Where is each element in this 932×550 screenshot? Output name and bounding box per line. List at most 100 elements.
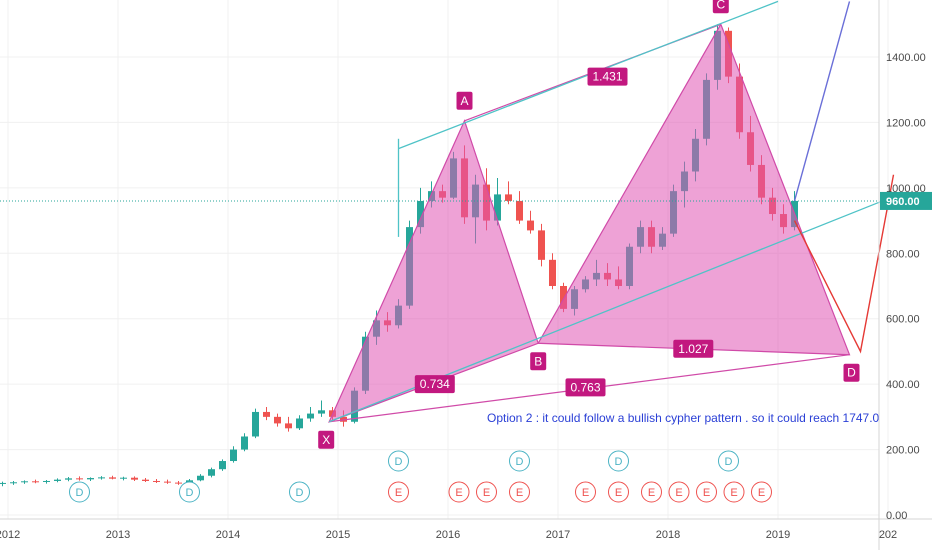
earnings-marker-letter: E	[455, 487, 462, 499]
x-tick-label: 2016	[436, 529, 460, 541]
x-tick-label: 2017	[546, 529, 570, 541]
candle-body	[98, 477, 105, 479]
candle-body	[76, 478, 83, 480]
earnings-marker-letter: E	[675, 487, 682, 499]
point-label-box	[712, 0, 729, 14]
y-tick-label: 1200.00	[886, 117, 926, 129]
earnings-marker	[575, 481, 596, 503]
earnings-marker	[608, 481, 629, 503]
point-label-box	[456, 91, 473, 110]
candle-body	[285, 423, 292, 429]
dividend-marker	[608, 450, 629, 472]
candle-body	[263, 411, 270, 417]
x-tick-label: 2012	[0, 529, 20, 541]
candle-body	[241, 436, 248, 450]
y-tick-label: 0.00	[886, 510, 907, 522]
earnings-marker	[641, 481, 662, 503]
ratio-label-box	[565, 378, 606, 397]
earnings-marker	[476, 481, 497, 503]
candle-body	[252, 411, 259, 437]
price-axis[interactable]: 0.00 200.00 400.00 600.00 800.00 1000.00 1200.…	[886, 52, 926, 522]
ratio-label-box	[673, 339, 714, 358]
candle-body	[516, 200, 523, 221]
candle-body	[142, 479, 149, 481]
dividend-marker	[509, 450, 530, 472]
candle-body	[505, 194, 512, 201]
y-tick-label: 800.00	[886, 248, 920, 260]
dividend-marker	[289, 481, 310, 503]
candle-body	[208, 469, 215, 476]
candle-body	[296, 418, 303, 429]
ratio-label-box	[414, 375, 455, 394]
candle-body	[549, 259, 556, 286]
point-label-c: C	[716, 0, 725, 11]
candle-body	[219, 461, 226, 470]
price-tag-text: 960.00	[886, 196, 920, 208]
earnings-marker-letter: E	[730, 487, 737, 499]
candle-body	[494, 194, 501, 221]
earnings-marker	[388, 481, 409, 503]
earnings-marker-letter: E	[703, 487, 710, 499]
dividend-marker	[718, 450, 739, 472]
earnings-marker-letter: E	[615, 487, 622, 499]
x-tick-label: 202	[879, 529, 897, 541]
candle-body	[527, 220, 534, 231]
earnings-marker-letter: E	[516, 487, 523, 499]
candle-body	[307, 413, 314, 419]
dividend-marker-letter: D	[395, 456, 403, 468]
candle-body	[318, 410, 325, 414]
candle-body	[560, 286, 567, 309]
point-label-b: B	[534, 354, 542, 368]
earnings-marker	[696, 481, 717, 503]
dividend-marker-letter: D	[186, 487, 194, 499]
ratio-label: 1.027	[678, 342, 708, 356]
dividend-marker	[179, 481, 200, 503]
earnings-marker-letter: E	[483, 487, 490, 499]
y-tick-label: 200.00	[886, 445, 920, 457]
dividend-marker-letter: D	[615, 456, 623, 468]
ratio-label: 1.431	[592, 70, 622, 84]
candle-body	[65, 478, 72, 480]
point-label-d: D	[847, 366, 856, 380]
x-tick-label: 2015	[326, 529, 350, 541]
earnings-marker-letter: E	[395, 487, 402, 499]
candle-body	[10, 482, 17, 484]
ratio-label-box	[587, 67, 628, 86]
dividend-marker	[388, 450, 409, 472]
candle-body	[230, 449, 237, 462]
candle-body	[21, 481, 28, 483]
candle-body	[417, 200, 424, 228]
candle-body	[153, 480, 160, 482]
candle-body	[87, 478, 94, 480]
ratio-label: 0.734	[420, 377, 450, 391]
dividend-marker-letter: D	[725, 456, 733, 468]
candle-body	[120, 477, 127, 479]
candle-body	[0, 482, 7, 484]
dividend-marker-letter: D	[516, 456, 524, 468]
dividend-marker-letter: D	[76, 487, 84, 499]
candle-body	[54, 479, 61, 481]
x-tick-label: 2013	[106, 529, 130, 541]
x-tick-label: 2019	[766, 529, 790, 541]
point-label-box	[530, 352, 547, 371]
dividend-marker-letter: D	[296, 487, 304, 499]
candle-body	[164, 481, 171, 483]
pattern-labels: X A B C D 1.431 0.734 0.763 1.027	[318, 0, 860, 449]
candle-body	[340, 416, 347, 422]
candle-body	[538, 230, 545, 260]
earnings-marker-letter: E	[582, 487, 589, 499]
target-path	[793, 174, 895, 354]
candle-body	[109, 477, 116, 479]
y-tick-label: 1000.00	[886, 183, 926, 195]
earnings-marker	[723, 481, 745, 503]
earnings-marker	[509, 481, 530, 503]
x-tick-label: 2014	[216, 529, 240, 541]
y-tick-label: 1400.00	[886, 52, 926, 64]
point-label-a: A	[460, 94, 468, 108]
current-price-tag: 960.00	[880, 191, 932, 210]
candle-body	[43, 480, 50, 482]
ratio-label: 0.763	[570, 380, 600, 394]
time-axis[interactable]: 2012 2013 2014 2015 2016 2017 2018 2019 202	[0, 529, 897, 541]
candle-body	[131, 477, 138, 480]
